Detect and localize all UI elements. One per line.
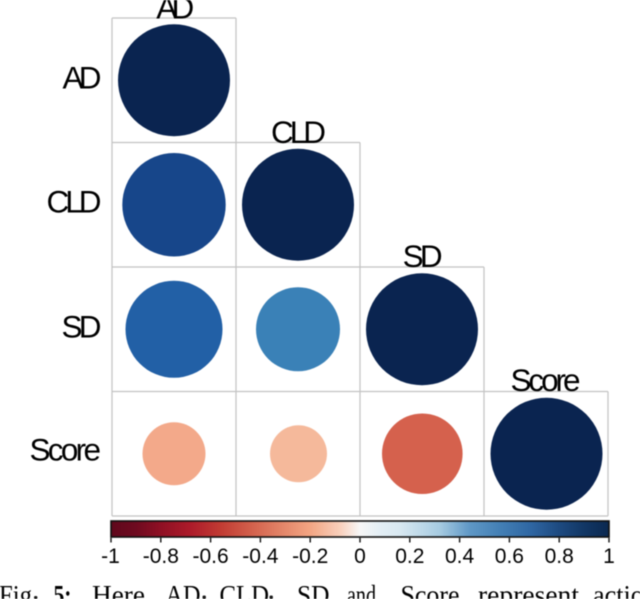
svg-text:action: action <box>593 580 640 599</box>
svg-text:CLD: CLD <box>220 580 270 599</box>
svg-text:0.8: 0.8 <box>545 545 574 568</box>
svg-text:Score: Score <box>401 580 460 599</box>
svg-text:Score: Score <box>511 362 581 398</box>
svg-text:-0.8: -0.8 <box>143 545 179 568</box>
svg-text:CLD: CLD <box>47 184 102 220</box>
svg-text:0.2: 0.2 <box>395 545 424 568</box>
svg-text:SD: SD <box>403 238 443 274</box>
svg-text:0.4: 0.4 <box>445 545 475 568</box>
svg-text:-0.2: -0.2 <box>292 545 328 568</box>
svg-text:CLD: CLD <box>271 114 326 150</box>
svg-text:SD: SD <box>297 580 330 599</box>
svg-text:0: 0 <box>354 545 366 568</box>
svg-text:0.6: 0.6 <box>495 545 524 568</box>
svg-text:Here: Here <box>92 580 145 599</box>
svg-text:-0.6: -0.6 <box>193 545 229 568</box>
svg-text:Score: Score <box>30 432 102 468</box>
svg-text:AD: AD <box>63 60 102 96</box>
svg-text:-0.4: -0.4 <box>242 545 279 568</box>
svg-text:AD: AD <box>166 580 201 599</box>
svg-text:represent: represent <box>478 580 579 599</box>
svg-text:Fig: Fig <box>0 580 32 599</box>
svg-text:and: and <box>347 580 376 599</box>
svg-text:1: 1 <box>603 545 615 568</box>
svg-text:-1: -1 <box>101 545 120 568</box>
svg-text:5:: 5: <box>54 580 72 599</box>
svg-text:SD: SD <box>62 309 102 345</box>
svg-text:AD: AD <box>156 0 194 26</box>
